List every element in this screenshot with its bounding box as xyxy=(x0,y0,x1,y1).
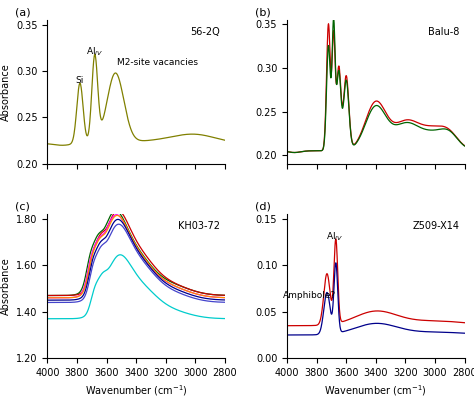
Text: M2-site vacancies: M2-site vacancies xyxy=(117,59,198,67)
Text: KH03-72: KH03-72 xyxy=(178,221,219,232)
Text: (c): (c) xyxy=(16,201,30,211)
X-axis label: Wavenumber (cm$^{-1}$): Wavenumber (cm$^{-1}$) xyxy=(85,384,187,398)
Text: Si: Si xyxy=(76,76,84,85)
Y-axis label: Absorbance: Absorbance xyxy=(0,63,10,121)
X-axis label: Wavenumber (cm$^{-1}$): Wavenumber (cm$^{-1}$) xyxy=(325,384,427,398)
Text: Amphibole?: Amphibole? xyxy=(283,291,336,300)
Text: Al$_{IV}$: Al$_{IV}$ xyxy=(326,230,343,243)
Y-axis label: Absorbance: Absorbance xyxy=(0,258,10,315)
Text: Al$_{IV}$: Al$_{IV}$ xyxy=(86,45,103,58)
Text: Z509-X14: Z509-X14 xyxy=(412,221,459,232)
Text: (a): (a) xyxy=(16,7,31,17)
Text: 56-2Q: 56-2Q xyxy=(190,27,219,37)
Text: (b): (b) xyxy=(255,7,271,17)
Text: Balu-8: Balu-8 xyxy=(428,27,459,37)
Text: (d): (d) xyxy=(255,201,271,211)
